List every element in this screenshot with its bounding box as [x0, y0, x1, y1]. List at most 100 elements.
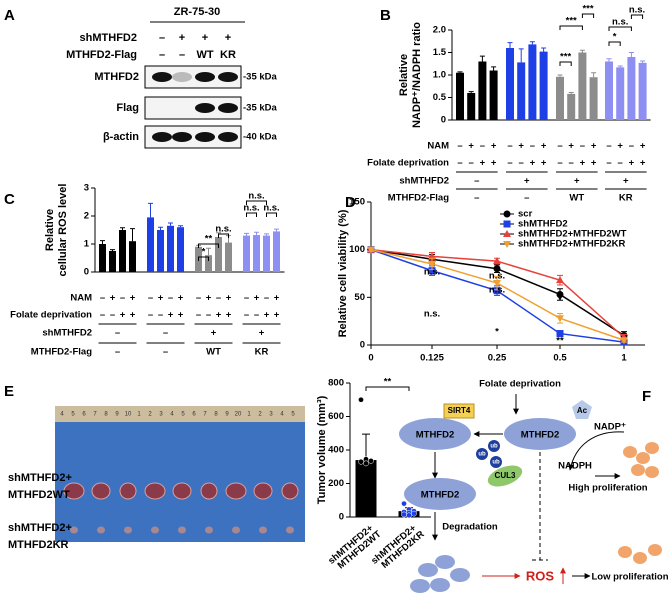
diagram-shape — [399, 418, 471, 450]
bar — [556, 76, 564, 120]
group-sign: – — [474, 176, 479, 187]
point — [428, 252, 436, 260]
sig-bracket — [365, 386, 410, 391]
panel-letter: C — [4, 191, 15, 208]
error-bar — [254, 231, 259, 236]
blot-band — [172, 72, 192, 82]
diagram-shape — [404, 478, 476, 510]
tumor — [91, 482, 111, 500]
sig-label: n.s. — [424, 309, 440, 320]
y-tick-label: 600 — [328, 411, 344, 422]
tumor — [63, 482, 85, 500]
bar — [456, 72, 464, 120]
sig-bracket — [198, 256, 209, 261]
diagram-text: High proliferation — [568, 483, 647, 494]
row-sign: + — [541, 141, 547, 152]
sig-label: n.s. — [215, 224, 231, 235]
diagram-arrow — [568, 431, 625, 471]
group-sign: KR — [619, 193, 633, 204]
point — [493, 265, 501, 273]
blot-label: Flag — [116, 102, 139, 114]
diagram-text: MTHFD2 — [521, 430, 560, 441]
photo-label: MTHFD2WT — [8, 489, 70, 501]
y-axis-label: NADP⁺/NADPH ratio — [411, 22, 423, 128]
data-point — [401, 511, 407, 518]
diagram-text: MTHFD2 — [416, 430, 455, 441]
diagram-shape — [648, 544, 662, 556]
diagram-text: Degradation — [442, 522, 498, 533]
y-axis-label: cellular ROS level — [57, 184, 69, 277]
sig-label: *** — [560, 52, 571, 63]
bar — [578, 52, 587, 120]
tumor — [172, 482, 192, 500]
diagram-shape — [618, 546, 632, 558]
condition-sign: – — [179, 49, 185, 61]
tumor — [144, 482, 166, 500]
sig-label: * — [495, 327, 499, 338]
row-sign: + — [530, 158, 536, 169]
row-sign: – — [457, 141, 462, 152]
tumor — [70, 526, 78, 534]
panel-letter: B — [380, 7, 391, 24]
sig-bracket — [630, 14, 644, 19]
ruler-number: 20 — [235, 412, 242, 418]
row-sign: + — [226, 310, 232, 321]
row-sign: + — [640, 141, 646, 152]
ruler-number: 9 — [225, 412, 229, 418]
bar — [467, 93, 476, 120]
diagram-shape — [645, 466, 659, 478]
bar — [605, 61, 613, 120]
tumor — [124, 526, 132, 534]
sig-label: * — [558, 295, 562, 306]
bar — [638, 62, 647, 120]
diagram-shape — [443, 403, 475, 419]
diagram-shape — [633, 552, 647, 564]
point — [620, 337, 628, 345]
point — [493, 280, 501, 288]
error-bar — [628, 52, 634, 57]
error-bar — [507, 42, 513, 48]
row-sign: – — [606, 158, 611, 169]
sig-bracket — [246, 212, 257, 217]
bar — [528, 44, 537, 120]
ruler — [55, 406, 305, 422]
bar — [506, 48, 514, 120]
panel-letter: F — [642, 388, 651, 405]
sig-bracket — [246, 200, 267, 205]
sig-bracket — [581, 13, 595, 18]
sig-bracket — [608, 26, 632, 31]
error-bar — [591, 72, 597, 78]
sig-bracket — [608, 41, 621, 46]
bar — [177, 227, 184, 272]
y-tick-label: 0 — [360, 340, 365, 351]
diagram-shape — [410, 579, 430, 593]
y-axis-label: Relative — [398, 54, 410, 96]
ruler-number: 2 — [148, 412, 152, 418]
row-label: NAM — [70, 293, 92, 304]
sig-bracket — [218, 233, 229, 238]
bar — [253, 235, 260, 272]
point — [503, 220, 511, 228]
error-bar — [529, 41, 535, 45]
bar — [539, 51, 548, 120]
row-label: MTHFD2-Flag — [388, 193, 449, 204]
bar — [627, 57, 636, 120]
y-tick-label: 400 — [328, 445, 344, 456]
error-bar — [274, 228, 279, 232]
diagram-shape — [623, 446, 637, 458]
tumor — [225, 482, 247, 500]
error-bar — [606, 58, 612, 62]
error-bar — [557, 74, 563, 77]
x-tick-label: 0 — [368, 353, 373, 364]
y-axis-label: Relative — [44, 209, 56, 251]
photo-label: shMTHFD2+ — [8, 522, 72, 534]
bar — [478, 61, 487, 120]
diagram-shape — [435, 555, 455, 569]
error-bar — [568, 92, 574, 94]
row-sign: + — [491, 141, 497, 152]
diagram-shape — [631, 464, 645, 476]
error-bar — [579, 49, 585, 53]
row-sign: – — [148, 293, 153, 304]
tumor — [281, 482, 299, 500]
error-bar — [206, 247, 211, 256]
